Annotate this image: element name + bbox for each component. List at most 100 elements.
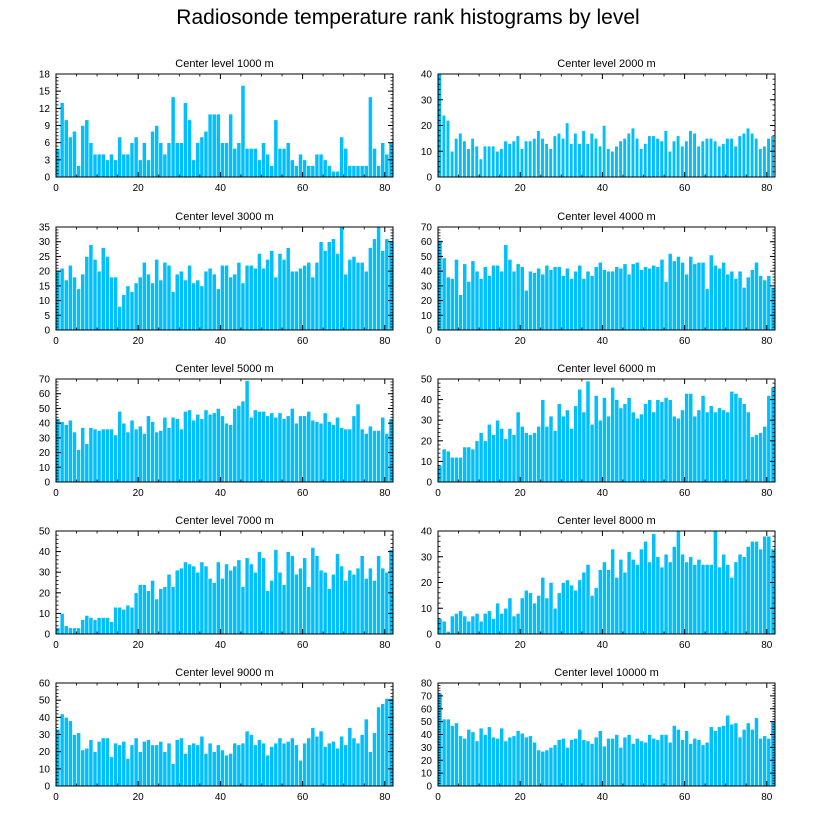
histogram-bar [84,119,90,178]
x-tick-label: 0 [435,792,441,803]
histogram-bar [150,744,155,787]
x-tick-label: 60 [679,640,691,651]
histogram-bar [552,607,558,635]
histogram-bar [733,561,739,635]
histogram-bar [289,159,295,178]
histogram-bar [532,602,537,635]
histogram-bar [236,744,242,787]
histogram-bar [573,270,579,331]
histogram-bar [762,145,767,178]
histogram-bar [248,734,254,787]
histogram-bar [614,145,619,178]
histogram-bar [289,555,295,635]
histogram-bar [462,615,468,635]
histogram-bar [754,540,759,635]
x-tick-label: 20 [133,792,145,803]
histogram-bar [725,411,731,483]
histogram-bar [556,739,562,787]
histogram-bar [199,136,205,178]
histogram-bar [117,411,123,483]
histogram-bar [766,138,771,178]
x-tick-label: 60 [679,336,691,347]
histogram-bar [758,432,763,483]
histogram-bar [298,759,303,787]
histogram-bar [491,618,496,635]
histogram-bar [335,416,340,483]
y-tick-label: 30 [39,730,51,741]
y-tick-label: 50 [39,404,51,415]
histogram-bar [445,120,451,178]
y-tick-label: 18 [39,70,51,81]
histogram-bar [294,165,299,178]
histogram-bar [372,430,377,483]
histogram-bar [331,238,336,331]
histogram-bar [306,165,312,178]
histogram-bar [236,559,242,635]
histogram-bar [737,135,742,178]
histogram-bar [154,431,160,483]
histogram-bar [441,448,447,483]
histogram-bar [737,270,743,331]
histogram-bar [770,386,776,483]
histogram-bar [602,745,607,787]
histogram-bar [528,140,533,178]
histogram-bar [630,263,636,331]
histogram-bar [158,741,164,787]
histogram-bar [614,266,620,331]
histogram-bar [142,262,147,331]
histogram-bar [273,276,279,331]
histogram-bar [540,750,546,787]
histogram-bar [273,549,279,635]
histogram-bar [733,393,739,483]
histogram-bar [215,408,221,483]
histogram-bar [178,567,184,635]
histogram-bar [359,734,365,787]
histogram-bar [298,153,303,178]
histogram-bar [700,744,706,787]
y-tick-label: 20 [421,578,433,589]
histogram-bar [548,582,554,635]
histogram-bar [285,741,291,787]
histogram-bar [577,388,583,483]
histogram-panel-10: Center level 10000 m 0 20 40 60 80 0 10 20 30 40 50… [421,667,776,803]
x-tick-label: 0 [435,336,441,347]
histogram-bar [232,273,238,331]
x-tick-label: 80 [761,336,773,347]
histogram-bar [224,142,229,178]
histogram-bar [277,571,283,635]
y-tick-label: 40 [39,419,51,430]
histogram-bar [199,285,205,331]
histogram-bar [236,262,242,331]
histogram-bar [671,725,677,787]
histogram-bar [59,102,65,178]
x-tick-label: 40 [597,792,609,803]
histogram-bar [544,749,550,787]
y-tick-label: 20 [39,747,51,758]
histogram-bar [384,153,390,178]
histogram-bar [602,397,607,483]
histogram-bar [491,264,496,331]
histogram-bar [597,419,603,483]
histogram-bar [109,621,114,635]
histogram-bar [606,738,611,787]
histogram-bar [589,275,595,331]
y-tick-label: 30 [421,416,433,427]
histogram-bar [384,238,390,331]
histogram-bar [458,294,463,331]
histogram-bar [729,138,734,178]
histogram-bar [113,276,118,331]
histogram-bar [339,226,344,331]
histogram-bar [762,426,768,483]
x-tick-label: 60 [679,488,691,499]
histogram-bar [565,122,570,178]
histogram-bar [154,744,160,787]
histogram-bar [203,565,209,635]
x-tick-label: 60 [679,183,691,194]
histogram-bar [244,730,250,787]
x-tick-label: 80 [379,488,391,499]
histogram-bar [183,102,188,178]
histogram-bar [273,416,279,483]
histogram-bar [195,571,201,635]
histogram-bar [240,400,246,483]
histogram-bar [183,279,188,331]
